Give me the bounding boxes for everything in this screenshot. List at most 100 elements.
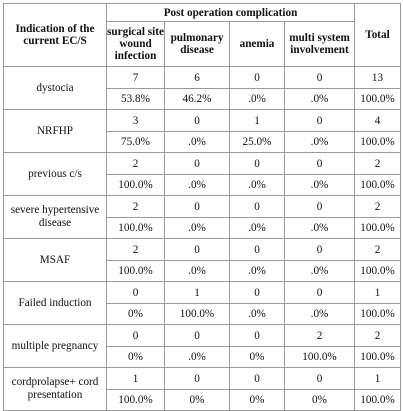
total-count-cell: 2	[354, 238, 401, 261]
total-count-cell: 2	[354, 195, 401, 218]
group-header: Post operation complication	[106, 3, 355, 22]
percent-cell: .0%	[284, 131, 355, 153]
table-wrapper: Indication of the current EC/S Post oper…	[3, 3, 401, 411]
table-row: Failed induction 0 1 0 0 1	[3, 281, 401, 325]
count-cell: 0	[164, 324, 230, 347]
total-percent-cell: 100.0%	[354, 303, 401, 325]
percent-cell: 100.0%	[106, 260, 165, 282]
total-percent-cell: 100.0%	[354, 217, 401, 239]
total-count-cell: 2	[354, 324, 401, 347]
count-cell: 7	[106, 66, 165, 89]
total-percent-cell: 100.0%	[354, 389, 401, 411]
total-count-cell: 4	[354, 109, 401, 132]
percent-cell: 100.0%	[284, 346, 355, 368]
table-row: cordprolapse+ cord presentation 1 0 0 0 1	[3, 367, 401, 411]
percent-cell: .0%	[164, 131, 230, 153]
count-cell: 1	[164, 281, 230, 304]
row-label: NRFHP	[3, 109, 107, 153]
count-cell: 3	[106, 109, 165, 132]
count-cell: 1	[106, 367, 165, 390]
percent-cell: 100.0%	[164, 303, 230, 325]
count-cell: 0	[229, 66, 285, 89]
row-label-header: Indication of the current EC/S	[3, 3, 107, 67]
total-percent-cell: 100.0%	[354, 174, 401, 196]
column-header: anemia	[229, 21, 285, 67]
count-cell: 0	[284, 238, 355, 261]
column-header: pulmonary disease	[164, 21, 230, 67]
count-cell: 0	[164, 152, 230, 175]
total-count-cell: 1	[354, 367, 401, 390]
column-header: surgical site wound infection	[106, 21, 165, 67]
table-row: multiple pregnancy 0 0 0 2 2	[3, 324, 401, 368]
percent-cell: 0%	[284, 389, 355, 411]
count-cell: 2	[284, 324, 355, 347]
table-row: MSAF 2 0 0 0 2	[3, 238, 401, 282]
count-cell: 0	[164, 109, 230, 132]
table-row: 100.0% .0% .0% .0% 100.0%	[4, 217, 401, 239]
row-label: previous c/s	[3, 152, 107, 196]
percent-cell: 100.0%	[106, 389, 165, 411]
column-header: multi system involvement	[284, 21, 355, 67]
percent-cell: .0%	[284, 303, 355, 325]
row-label: dystocia	[3, 66, 107, 110]
count-cell: 0	[229, 152, 285, 175]
table-row: 100.0% .0% .0% .0% 100.0%	[4, 260, 401, 282]
count-cell: 2	[106, 195, 165, 218]
percent-cell: .0%	[164, 260, 230, 282]
total-percent-cell: 100.0%	[354, 346, 401, 368]
count-cell: 0	[284, 152, 355, 175]
percent-cell: 75.0%	[106, 131, 165, 153]
count-cell: 6	[164, 66, 230, 89]
percent-cell: .0%	[164, 217, 230, 239]
count-cell: 0	[284, 109, 355, 132]
count-cell: 2	[106, 152, 165, 175]
percent-cell: 100.0%	[106, 174, 165, 196]
total-percent-cell: 100.0%	[354, 88, 401, 110]
total-percent-cell: 100.0%	[354, 260, 401, 282]
percent-cell: 0%	[106, 346, 165, 368]
row-label: MSAF	[3, 238, 107, 282]
percent-cell: .0%	[229, 303, 285, 325]
count-cell: 0	[284, 66, 355, 89]
percent-cell: 53.8%	[106, 88, 165, 110]
percent-cell: .0%	[284, 88, 355, 110]
count-cell: 2	[106, 238, 165, 261]
count-cell: 0	[284, 281, 355, 304]
total-count-cell: 1	[354, 281, 401, 304]
percent-cell: .0%	[229, 217, 285, 239]
complication-table: Indication of the current EC/S Post oper…	[3, 3, 401, 411]
table-row: 53.8% 46.2% .0% .0% 100.0%	[4, 88, 401, 110]
percent-cell: 0%	[229, 346, 285, 368]
count-cell: 0	[284, 195, 355, 218]
row-label: multiple pregnancy	[3, 324, 107, 368]
total-count-cell: 13	[354, 66, 401, 89]
table-row: previous c/s 2 0 0 0 2	[3, 152, 401, 196]
percent-cell: 0%	[229, 389, 285, 411]
count-cell: 0	[229, 195, 285, 218]
percent-cell: .0%	[284, 217, 355, 239]
count-cell: 0	[229, 324, 285, 347]
count-cell: 0	[164, 367, 230, 390]
table-body: dystocia 7 6 0 0 13 53.8% 46.2% .0% .0% 100.0% NRFH…	[3, 66, 401, 411]
table-row: NRFHP 3 0 1 0 4	[3, 109, 401, 153]
count-cell: 0	[229, 281, 285, 304]
count-cell: 1	[229, 109, 285, 132]
row-label: Failed induction	[3, 281, 107, 325]
count-cell: 0	[229, 238, 285, 261]
row-label: cordprolapse+ cord presentation	[3, 367, 107, 411]
count-cell: 0	[229, 367, 285, 390]
percent-cell: .0%	[229, 88, 285, 110]
table-row: dystocia 7 6 0 0 13	[3, 66, 401, 110]
percent-cell: .0%	[284, 260, 355, 282]
percent-cell: 0%	[164, 389, 230, 411]
count-cell: 0	[106, 281, 165, 304]
table-row: severe hypertensive disease 2 0 0 0 2	[3, 195, 401, 239]
percent-cell: 100.0%	[106, 217, 165, 239]
percent-cell: 0%	[106, 303, 165, 325]
percent-cell: .0%	[164, 346, 230, 368]
percent-cell: .0%	[229, 174, 285, 196]
percent-cell: .0%	[284, 174, 355, 196]
total-header: Total	[354, 3, 401, 67]
percent-cell: 25.0%	[229, 131, 285, 153]
count-cell: 0	[106, 324, 165, 347]
